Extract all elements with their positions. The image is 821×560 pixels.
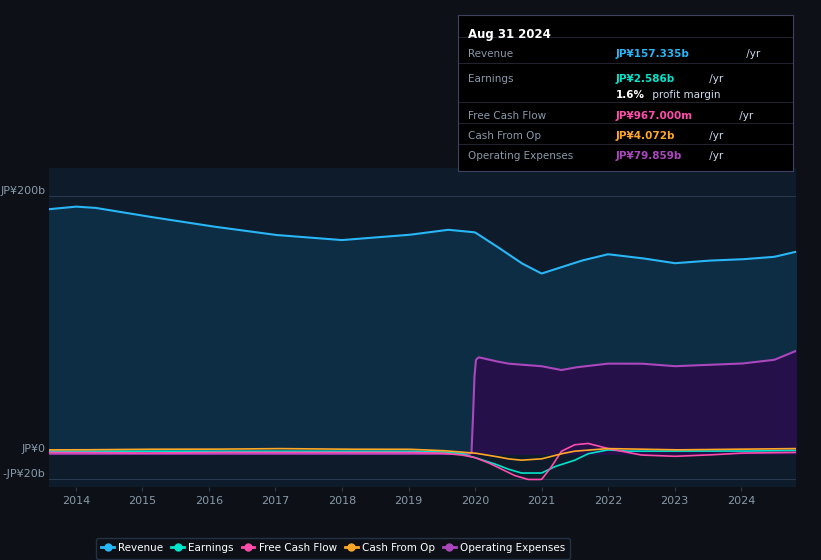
Text: Revenue: Revenue [468, 49, 513, 59]
Text: Operating Expenses: Operating Expenses [468, 151, 573, 161]
Text: -JP¥20b: -JP¥20b [2, 469, 45, 479]
Text: Free Cash Flow: Free Cash Flow [468, 110, 546, 120]
Text: JP¥4.072b: JP¥4.072b [616, 131, 675, 141]
Text: profit margin: profit margin [649, 90, 721, 100]
Text: 1.6%: 1.6% [616, 90, 644, 100]
Text: JP¥157.335b: JP¥157.335b [616, 49, 690, 59]
Text: JP¥0: JP¥0 [21, 444, 45, 454]
Text: /yr: /yr [736, 110, 754, 120]
Text: /yr: /yr [706, 131, 723, 141]
Text: Aug 31 2024: Aug 31 2024 [468, 27, 551, 40]
Text: /yr: /yr [743, 49, 760, 59]
Text: JP¥2.586b: JP¥2.586b [616, 74, 675, 84]
Text: JP¥200b: JP¥200b [0, 186, 45, 197]
Text: /yr: /yr [706, 151, 723, 161]
Text: JP¥967.000m: JP¥967.000m [616, 110, 693, 120]
Text: Cash From Op: Cash From Op [468, 131, 541, 141]
Text: Earnings: Earnings [468, 74, 514, 84]
Legend: Revenue, Earnings, Free Cash Flow, Cash From Op, Operating Expenses: Revenue, Earnings, Free Cash Flow, Cash … [96, 538, 571, 558]
Text: JP¥79.859b: JP¥79.859b [616, 151, 682, 161]
Text: /yr: /yr [706, 74, 723, 84]
